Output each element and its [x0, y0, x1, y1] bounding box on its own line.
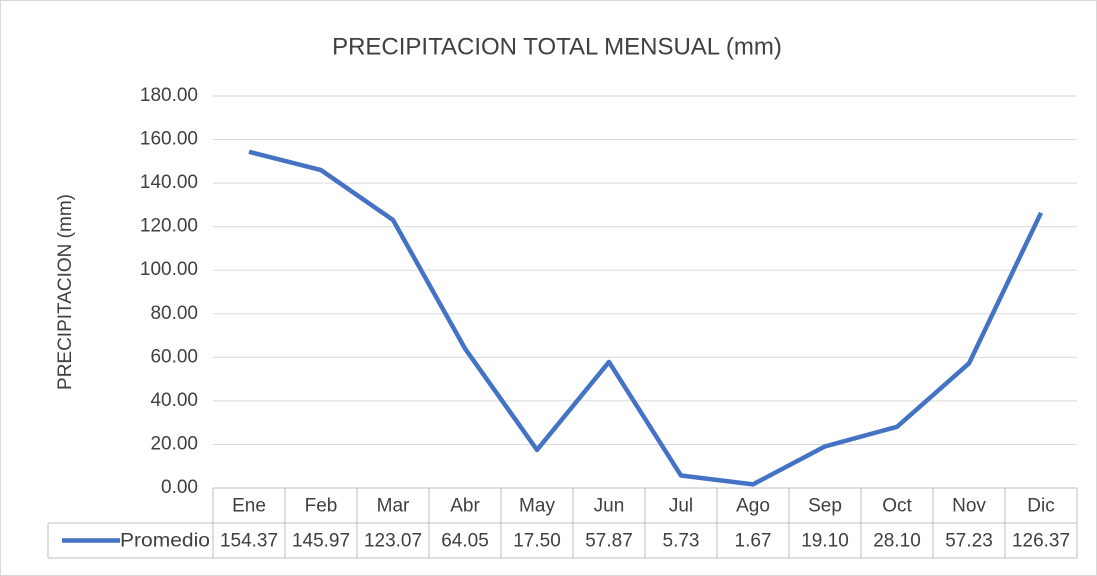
- chart-title: PRECIPITACION TOTAL MENSUAL (mm): [332, 33, 782, 60]
- data-table-value: 145.97: [292, 531, 350, 552]
- data-table-value: 1.67: [735, 531, 772, 552]
- x-tick-label: Jun: [594, 496, 625, 517]
- y-tick-label: 40.00: [150, 390, 198, 411]
- y-tick-label: 120.00: [140, 216, 198, 237]
- data-table-value: 64.05: [441, 531, 489, 552]
- x-tick-label: Mar: [377, 496, 410, 517]
- data-table-value: 5.73: [663, 531, 700, 552]
- y-tick-label: 80.00: [150, 303, 198, 324]
- data-table-value: 28.10: [873, 531, 921, 552]
- x-tick-label: Feb: [305, 496, 338, 517]
- y-tick-label: 140.00: [140, 172, 198, 193]
- data-table-value: 57.87: [585, 531, 633, 552]
- data-table-value: 154.37: [220, 531, 278, 552]
- x-tick-label: May: [519, 496, 555, 517]
- y-tick-label: 160.00: [140, 129, 198, 150]
- x-tick-label: Ene: [232, 496, 266, 517]
- x-tick-label: Oct: [882, 496, 912, 517]
- data-table-value: 126.37: [1012, 531, 1070, 552]
- y-tick-label: 0.00: [161, 477, 198, 498]
- data-table-value: 123.07: [364, 531, 422, 552]
- x-tick-label: Abr: [450, 496, 480, 517]
- y-axis-label: PRECIPITACION (mm): [55, 194, 76, 390]
- data-table-value: 17.50: [513, 531, 561, 552]
- x-tick-label: Ago: [736, 496, 770, 517]
- y-tick-label: 60.00: [150, 346, 198, 367]
- x-tick-label: Jul: [669, 496, 693, 517]
- y-tick-label: 20.00: [150, 433, 198, 454]
- x-tick-label: Dic: [1027, 496, 1054, 517]
- data-table-value: 19.10: [801, 531, 849, 552]
- x-tick-label: Sep: [808, 496, 842, 517]
- data-table-value: 57.23: [945, 531, 993, 552]
- x-tick-label: Nov: [952, 496, 986, 517]
- y-tick-label: 100.00: [140, 259, 198, 280]
- series-line: [248, 149, 1044, 487]
- legend-label: Promedio: [120, 531, 210, 552]
- y-tick-label: 180.00: [140, 85, 198, 106]
